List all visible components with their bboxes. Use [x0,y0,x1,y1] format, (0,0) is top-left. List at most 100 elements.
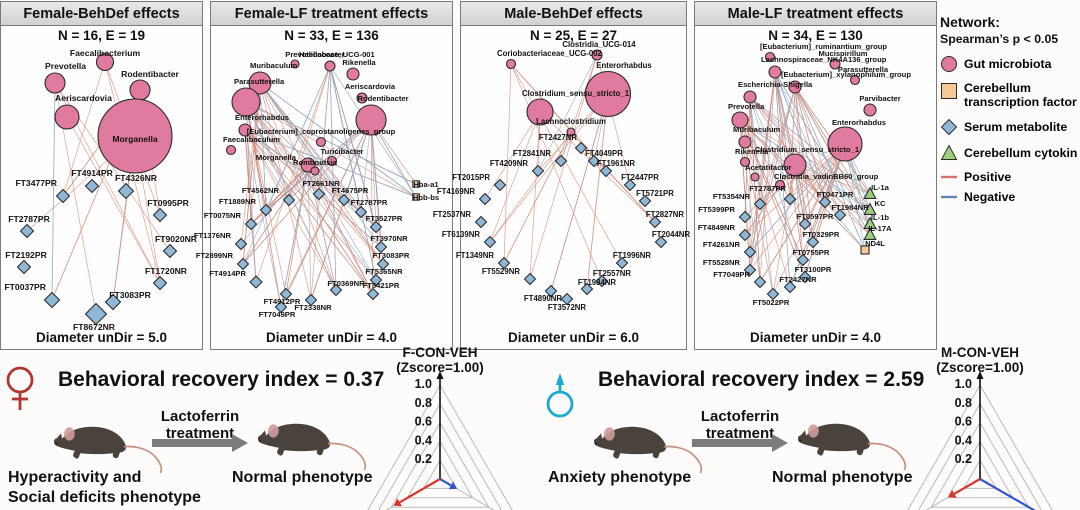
svg-text:FT3100PR: FT3100PR [795,265,832,274]
svg-text:F-CON-VEH: F-CON-VEH [403,345,478,360]
svg-text:FT2427NR: FT2427NR [779,275,817,284]
svg-text:Clostridium_sensu_stricto_1: Clostridium_sensu_stricto_1 [522,89,630,98]
svg-text:1.0: 1.0 [955,377,972,391]
svg-text:FT4169NR: FT4169NR [437,187,476,196]
svg-text:FT4890NR: FT4890NR [524,294,563,303]
svg-text:0.2: 0.2 [415,452,432,466]
svg-text:IL-1a: IL-1a [871,183,890,192]
svg-text:Helicobacter: Helicobacter [299,50,345,59]
svg-text:FT3083PR: FT3083PR [373,251,410,260]
svg-text:Enterorhabdus: Enterorhabdus [596,61,652,70]
svg-text:FT5354NR: FT5354NR [713,192,751,201]
svg-text:FT7049PR: FT7049PR [713,270,750,279]
svg-text:Morganella: Morganella [112,134,158,144]
svg-text:FT4261NR: FT4261NR [703,240,741,249]
svg-text:Parasutterella: Parasutterella [234,77,285,86]
svg-text:IL-1b: IL-1b [871,213,890,222]
svg-text:FT5421PR: FT5421PR [363,281,400,290]
svg-text:FT0597PR: FT0597PR [797,212,834,221]
svg-text:FT0755PR: FT0755PR [793,248,830,257]
svg-text:0.6: 0.6 [415,415,432,429]
svg-text:Muribaculum: Muribaculum [733,125,781,134]
svg-text:Prevotella: Prevotella [45,61,86,71]
svg-text:FT7049PR: FT7049PR [259,310,296,319]
svg-text:Clostridia_UCG-014: Clostridia_UCG-014 [562,40,636,49]
svg-text:Hba-a1: Hba-a1 [413,180,439,189]
svg-text:Aeriscardovia: Aeriscardovia [345,82,396,91]
svg-text:FT3572NR: FT3572NR [548,303,587,312]
svg-text:FT6139NR: FT6139NR [442,230,481,239]
svg-text:Faecalibacterium: Faecalibacterium [70,48,141,58]
svg-text:1.0: 1.0 [415,377,432,391]
svg-text:FT2787PR: FT2787PR [351,198,388,207]
svg-text:FT5529NR: FT5529NR [482,267,521,276]
svg-text:0.6: 0.6 [955,415,972,429]
svg-text:FT0369NR: FT0369NR [327,279,365,288]
svg-text:FT1889NR: FT1889NR [219,197,257,206]
svg-text:FT9020NR: FT9020NR [155,234,198,244]
svg-text:KC: KC [875,199,886,208]
svg-text:FT4675PR: FT4675PR [332,186,369,195]
svg-text:Rikenella: Rikenella [342,58,376,67]
svg-text:Muribaculum: Muribaculum [250,61,298,70]
svg-text:FT0329PR: FT0329PR [803,230,840,239]
svg-text:Enterorhabdus: Enterorhabdus [832,118,886,127]
svg-text:Parvibacter: Parvibacter [859,94,900,103]
svg-text:FT3527PR: FT3527PR [366,214,403,223]
svg-text:FT1996NR: FT1996NR [613,251,652,260]
svg-text:FT5365NR: FT5365NR [365,267,403,276]
svg-text:0.8: 0.8 [955,396,972,410]
svg-text:FT0995PR: FT0995PR [147,198,189,208]
svg-text:IL-17A: IL-17A [868,224,892,233]
svg-text:FT4049PR: FT4049PR [585,149,623,158]
svg-text:FT4326NR: FT4326NR [115,173,158,183]
svg-text:Prevotella: Prevotella [728,102,765,111]
svg-text:FT4914PR: FT4914PR [209,269,246,278]
svg-text:FT4562NR: FT4562NR [242,186,280,195]
svg-text:FT2841NR: FT2841NR [513,149,552,158]
svg-text:FT2557NR: FT2557NR [593,269,632,278]
svg-text:Rodentibacter: Rodentibacter [121,69,179,79]
svg-text:FT5022PR: FT5022PR [753,298,790,307]
svg-text:FT4914PR: FT4914PR [71,168,113,178]
svg-text:Enterorhabdus: Enterorhabdus [235,113,289,122]
svg-text:Rodentibacter: Rodentibacter [357,94,408,103]
svg-text:FT0075NR: FT0075NR [204,211,242,220]
svg-text:FT1961NR: FT1961NR [597,159,636,168]
svg-text:FT4209NR: FT4209NR [490,159,529,168]
svg-text:Romboutsia: Romboutsia [293,158,338,167]
svg-text:FT5528NR: FT5528NR [703,258,741,267]
svg-text:0.2: 0.2 [955,452,972,466]
svg-text:FT2427NR: FT2427NR [539,133,578,142]
svg-text:0.8: 0.8 [415,396,432,410]
svg-text:FT1984NR: FT1984NR [578,278,617,287]
svg-text:FT1376NR: FT1376NR [194,231,232,240]
svg-text:FT2044NR: FT2044NR [652,230,691,239]
svg-text:FT3477PR: FT3477PR [15,178,57,188]
svg-text:ND4L: ND4L [865,239,885,248]
svg-text:M-CON-VEH: M-CON-VEH [941,345,1019,360]
svg-text:[Eubacterium]_xylanophilum_gro: [Eubacterium]_xylanophilum_group [781,70,911,79]
svg-text:(Zscore=1.00): (Zscore=1.00) [936,360,1023,375]
svg-text:Hbb-bs: Hbb-bs [413,193,439,202]
svg-text:0.4: 0.4 [415,433,432,447]
svg-text:FT2537NR: FT2537NR [433,210,472,219]
svg-text:0.4: 0.4 [955,433,972,447]
svg-text:FT3970NR: FT3970NR [370,234,408,243]
svg-text:Morganella: Morganella [256,153,297,162]
svg-text:Coriobacteriaceae_UCG-002: Coriobacteriaceae_UCG-002 [497,49,603,58]
svg-text:FT2447PR: FT2447PR [621,173,659,182]
svg-text:FT2015PR: FT2015PR [452,173,490,182]
svg-text:(Zscore=1.00): (Zscore=1.00) [396,360,483,375]
svg-text:FT5399PR: FT5399PR [698,205,735,214]
svg-text:FT1349NR: FT1349NR [456,251,495,260]
svg-text:FT2192PR: FT2192PR [5,250,47,260]
svg-text:FT2899NR: FT2899NR [196,251,234,260]
svg-text:FT2338NR: FT2338NR [294,303,332,312]
svg-text:FT2827NR: FT2827NR [646,210,685,219]
svg-text:Lachnoclostridium: Lachnoclostridium [536,117,606,126]
svg-text:Faecalibaculum: Faecalibaculum [223,135,280,144]
svg-text:Lachnospiraceae_NK4A136_group: Lachnospiraceae_NK4A136_group [761,55,887,64]
svg-text:FT1984NR: FT1984NR [831,203,869,212]
svg-text:FT3083PR: FT3083PR [109,290,151,300]
